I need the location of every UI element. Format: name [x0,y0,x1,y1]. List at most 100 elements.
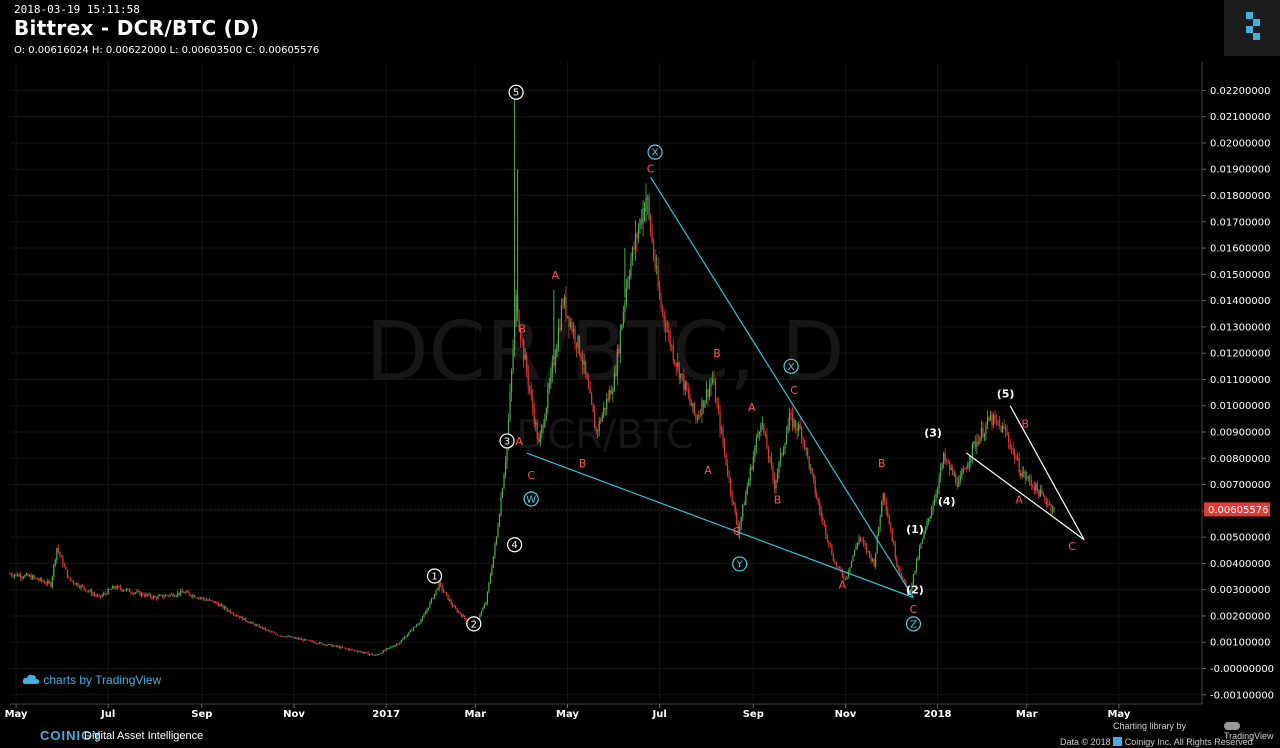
wave-label[interactable]: (2) [906,584,924,597]
candle-body [872,559,874,561]
candle-body [418,622,421,625]
wave-label[interactable]: A [704,464,712,477]
candle-body [361,651,363,653]
candle-body [923,532,925,540]
candle-body [1018,458,1020,473]
tradingview-credit[interactable]: charts by TradingView [22,673,161,687]
wave-label[interactable]: B [1021,418,1029,431]
wave-label[interactable]: B [878,457,886,470]
candle-body [86,591,88,592]
candle-body [742,505,744,517]
candle-body [382,650,384,654]
candle-body [690,401,692,407]
wave-label[interactable]: A [839,579,847,592]
wave-label[interactable]: A [1015,494,1023,507]
candle-body [565,296,567,317]
wave-label-circled[interactable]: X [783,358,799,374]
wave-label-text: 2 [471,619,477,630]
candle-body [526,355,528,372]
wave-label-circled[interactable]: 5 [508,84,524,100]
candle-body [624,302,626,312]
charting-library-label: Charting library by [1113,721,1187,731]
wave-label[interactable]: (1) [906,523,924,536]
wave-label[interactable]: C [733,525,741,538]
last-price-label: 0.00605576 [1208,505,1268,516]
candle-body [885,501,887,511]
wave-label-circled[interactable]: W [523,491,539,507]
wave-label[interactable]: A [515,435,523,448]
candle-body [486,591,489,604]
candle-body [125,589,127,591]
wave-label[interactable]: C [1068,540,1076,553]
wave-label[interactable]: A [748,401,756,414]
candle-body [903,578,905,581]
candle-body [929,516,931,519]
candle-body [594,412,596,428]
wave-label[interactable]: B [518,323,526,336]
candle-body [983,433,986,438]
candle-body [559,328,561,330]
wave-label[interactable]: (3) [924,426,942,439]
trendline[interactable] [650,176,914,598]
trendline[interactable] [965,452,1085,541]
candle-body [184,592,186,594]
candle-body [642,208,644,224]
wave-label[interactable]: A [552,269,560,282]
candle-body [585,360,587,374]
candle-body [962,468,964,474]
candle-body [187,591,189,594]
wave-label-circled[interactable]: Y [732,556,748,572]
wave-label-circled[interactable]: Z [905,616,922,632]
candle-body [1003,426,1005,428]
wave-label[interactable]: C [527,469,535,482]
candle-body [656,266,658,268]
candle-body [205,599,208,601]
wave-label-text: X [652,148,659,159]
wave-label[interactable]: B [579,457,587,470]
candle-body [1042,493,1044,496]
trendline[interactable] [526,452,914,599]
candle-body [675,363,677,367]
coinigy-logo-icon[interactable] [1224,0,1280,56]
candle-body [912,574,915,584]
candle-body [686,381,688,391]
x-tick-label: Nov [283,709,305,720]
candle-body [512,349,514,371]
candle-body [501,488,504,498]
wave-label-circled[interactable]: X [647,144,663,160]
wave-label[interactable]: B [713,347,721,360]
wave-label-circled[interactable]: 3 [499,433,515,449]
wave-label-circled[interactable]: 2 [466,616,482,632]
candle-body [506,444,508,462]
candle-body [219,604,221,607]
candle-body [548,383,550,389]
candle-body [491,567,493,576]
wave-label[interactable]: C [790,384,798,397]
candle-body [577,336,579,348]
candle-body [755,437,757,448]
candle-body [387,647,389,649]
last-price-badge: 0.00605576 [1204,502,1270,517]
wave-label[interactable]: C [647,162,655,175]
candle-body [45,583,47,585]
wave-label[interactable]: (4) [938,495,956,508]
tradingview-footer-link[interactable]: TradingView [1224,721,1280,741]
candle-body [180,590,182,595]
wave-label[interactable]: C [910,603,918,616]
candle-body [873,559,875,567]
candle-body [90,590,93,595]
candle-body [465,618,467,621]
candle-body [902,577,904,579]
candle-body [358,651,360,653]
candle-body [799,424,801,429]
candle-body [323,644,325,646]
wave-label-circled[interactable]: 1 [426,568,443,584]
trendline[interactable] [1009,405,1085,541]
x-tick-label: Mar [1016,709,1038,720]
candle-body [790,413,792,414]
candle-body [239,616,241,618]
wave-label[interactable]: (5) [997,388,1015,401]
wave-label[interactable]: B [774,494,782,507]
wave-label-circled[interactable]: 4 [506,537,523,553]
